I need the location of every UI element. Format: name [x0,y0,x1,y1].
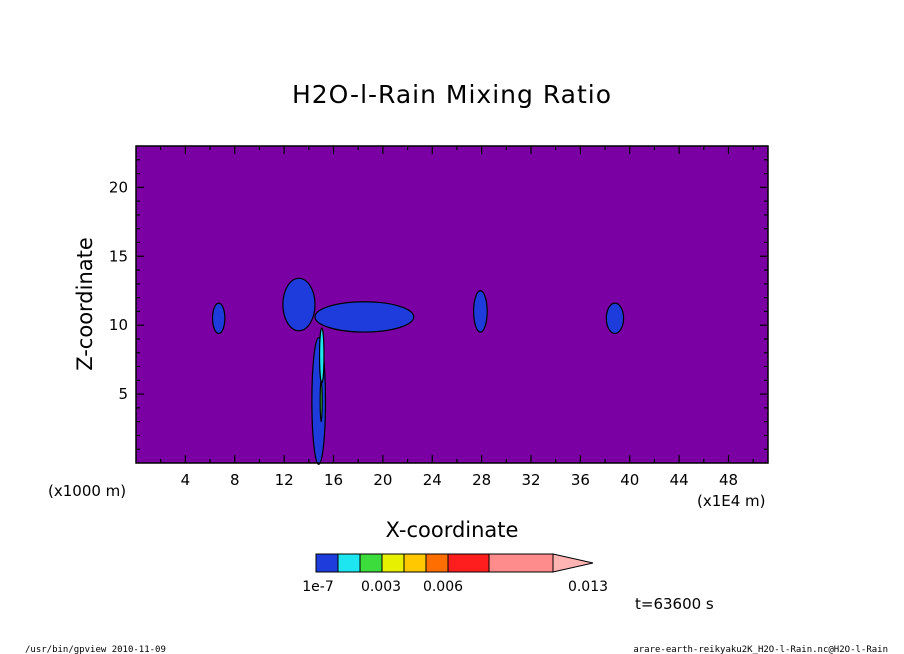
colorbar-segment [447,553,490,573]
rain-region [473,290,488,333]
rain-region [314,301,415,333]
colorbar-segment [359,553,383,573]
x-tick-label: 4 [181,471,191,489]
colorbar-segment [403,553,427,573]
x-tick-label: 16 [324,471,343,489]
rain-region [211,302,226,335]
chart-title: H2O-l-Rain Mixing Ratio [292,80,612,109]
x-tick-label: 32 [521,471,540,489]
rain-region [319,379,323,423]
x-tick-label: 40 [620,471,639,489]
rain-region [318,327,325,384]
colorbar-label: 0.006 [423,579,463,595]
rain-region [605,302,625,335]
footer-right-text: arare-earth-reikyaku2K_H2O-l-Rain.nc@H2O… [633,645,888,654]
plot-background [136,146,768,463]
colorbar-label: 1e-7 [302,579,333,595]
colorbar-segment [337,553,361,573]
plot-frame [135,145,769,464]
y-tick-label: 5 [118,385,128,403]
y-tick-label: 20 [109,178,128,196]
colorbar-label: 0.003 [361,579,401,595]
y-tick-label: 15 [109,247,128,265]
colorbar-segment [315,553,339,573]
colorbar-extension-arrow [552,553,594,573]
colorbar: 1e-7 0.003 0.006 0.013 [302,553,608,595]
colorbar-label: 0.013 [568,579,608,595]
footer-left-text: /usr/bin/gpview 2010-11-09 [25,645,166,654]
x-axis-unit: (x1E4 m) [697,492,766,510]
x-tick-label: 28 [472,471,491,489]
rain-region [282,277,316,332]
x-tick-label: 20 [373,471,392,489]
x-axis-label: X-coordinate [386,518,519,542]
colorbar-segment [381,553,405,573]
y-tick-label: 10 [109,316,128,334]
y-axis-label: Z-coordinate [73,237,97,371]
x-tick-label: 48 [719,471,738,489]
x-tick-label: 36 [571,471,590,489]
x-tick-label: 8 [230,471,240,489]
time-label: t=63600 s [635,595,714,613]
x-tick-label: 24 [423,471,442,489]
colorbar-segment [425,553,449,573]
x-tick-label: 44 [670,471,689,489]
x-tick-label: 12 [275,471,294,489]
y-axis-unit: (x1000 m) [48,482,126,500]
colorbar-segment [488,553,554,573]
